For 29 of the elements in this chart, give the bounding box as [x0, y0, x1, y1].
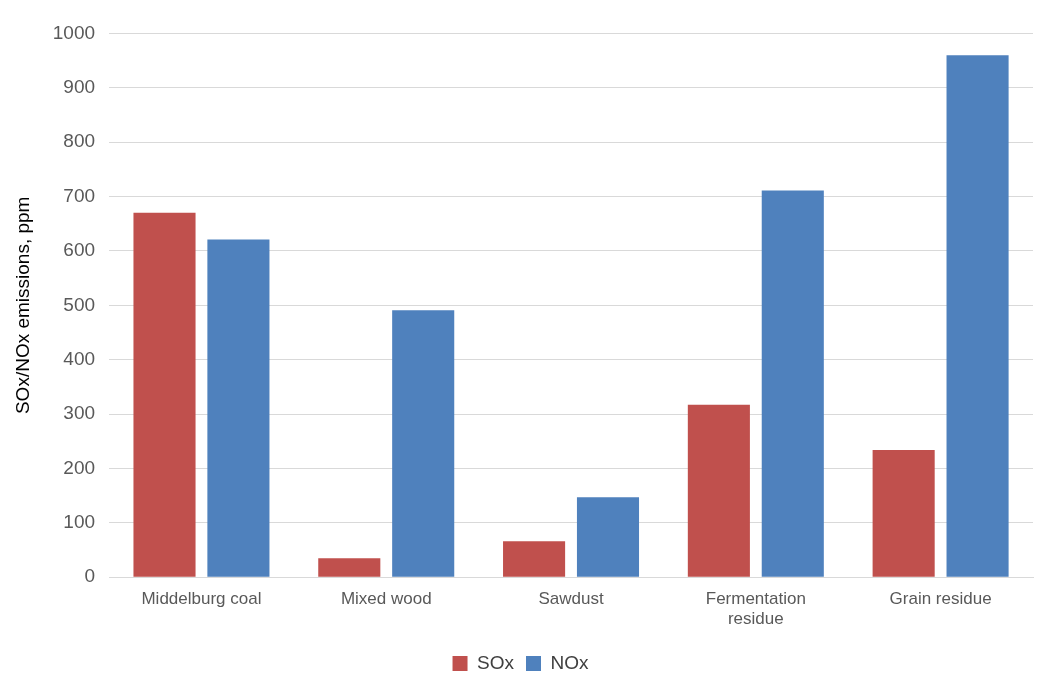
bar	[872, 449, 935, 577]
y-tick-label: 100	[63, 511, 96, 533]
legend-label: NOx	[550, 651, 589, 673]
bar	[576, 497, 640, 577]
y-tick-label: 700	[63, 184, 96, 206]
y-tick-label: 600	[63, 239, 96, 261]
bar	[133, 212, 196, 577]
legend-label: SOx	[477, 651, 515, 673]
x-tick-label: Grain residue	[889, 589, 992, 609]
y-axis-title: SOx/NOx emissions, ppm	[11, 196, 33, 415]
y-tick-label: 200	[63, 456, 96, 478]
bar	[687, 404, 750, 577]
bar	[503, 541, 566, 577]
y-tick-label: 800	[63, 130, 96, 152]
bar	[318, 558, 381, 577]
bar	[207, 239, 270, 577]
bar	[392, 310, 455, 577]
y-tick-label: 1000	[52, 21, 96, 43]
x-tick-label: Sawdust	[538, 589, 604, 609]
bar	[761, 190, 824, 577]
x-tick-label: Fermentation residue	[705, 589, 806, 629]
y-tick-label: 0	[84, 565, 96, 587]
bar	[946, 55, 1009, 577]
y-tick-label: 400	[63, 347, 96, 369]
y-tick-label: 900	[63, 76, 96, 98]
y-tick-label: 500	[63, 293, 96, 315]
x-tick-label: Middelburg coal	[141, 589, 262, 609]
y-tick-label: 300	[63, 402, 96, 424]
x-tick-label: Mixed wood	[340, 589, 432, 609]
